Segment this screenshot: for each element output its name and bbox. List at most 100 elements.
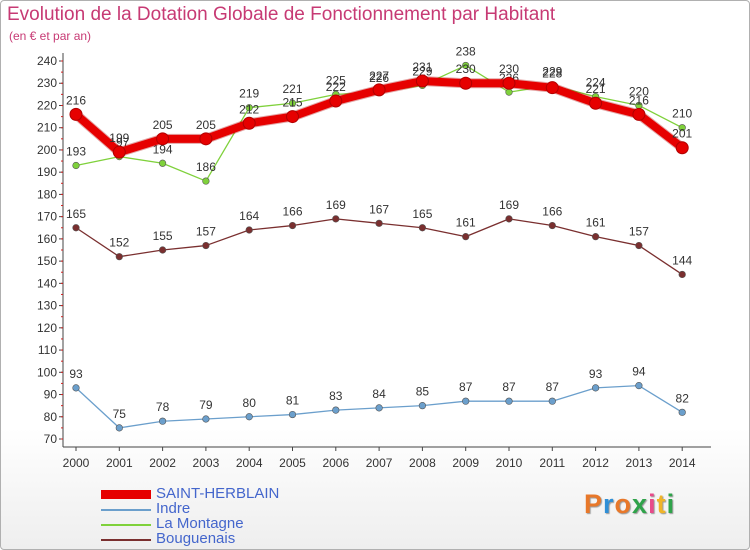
data-label-bouguenais: 165 [412, 207, 432, 221]
x-tick-label: 2011 [539, 456, 565, 470]
chart-title: Evolution de la Dotation Globale de Fonc… [7, 4, 556, 25]
data-point-bouguenais [505, 215, 513, 223]
logo-letter: i [648, 489, 657, 519]
y-tick-label: 80 [44, 410, 58, 424]
data-label-bouguenais: 157 [629, 225, 649, 239]
data-label-la-montagne: 210 [672, 107, 692, 121]
y-tick-label: 190 [37, 165, 57, 179]
data-point-bouguenais [115, 253, 123, 261]
data-label-indre: 85 [416, 385, 430, 399]
data-point-la-montagne [245, 104, 253, 112]
data-label-la-montagne: 225 [326, 73, 346, 87]
data-point-bouguenais [418, 224, 427, 232]
data-point-indre [635, 382, 643, 390]
data-label-saint-herblain: 216 [66, 93, 86, 107]
x-tick-label: 2002 [149, 456, 176, 470]
data-label-saint-herblain: 227 [369, 69, 389, 83]
data-label-indre: 93 [589, 367, 603, 381]
data-point-saint-herblain [632, 107, 646, 121]
data-label-saint-herblain: 216 [629, 93, 649, 107]
x-tick-label: 2003 [193, 456, 220, 470]
y-tick-label: 220 [37, 98, 57, 112]
data-point-indre [245, 413, 253, 421]
legend-label: La Montagne [156, 515, 244, 532]
data-label-saint-herblain: 205 [153, 118, 173, 132]
y-tick-label: 240 [37, 54, 57, 68]
data-point-la-montagne [678, 124, 686, 132]
data-point-saint-herblain [415, 74, 429, 88]
data-point-saint-herblain [329, 94, 343, 108]
data-point-indre [678, 408, 686, 416]
data-point-la-montagne [505, 88, 513, 96]
proxiti-logo: Proxiti [584, 489, 675, 520]
data-point-indre [591, 384, 600, 392]
data-label-saint-herblain: 230 [456, 62, 476, 76]
legend-item-indre: Indre [101, 500, 361, 517]
data-label-bouguenais: 167 [369, 202, 389, 216]
data-label-bouguenais: 166 [282, 205, 302, 219]
data-label-bouguenais: 169 [326, 198, 346, 212]
data-label-bouguenais: 161 [586, 216, 606, 230]
data-point-saint-herblain [69, 107, 83, 121]
data-label-la-montagne: 226 [369, 71, 389, 85]
data-point-indre [548, 397, 556, 405]
data-label-la-montagne: 219 [239, 87, 259, 101]
data-point-indre [505, 397, 513, 405]
data-point-saint-herblain [286, 110, 299, 124]
data-label-la-montagne: 238 [456, 44, 476, 58]
x-tick-label: 2013 [626, 456, 653, 470]
data-label-la-montagne: 229 [412, 64, 432, 78]
legend-label: Bouguenais [156, 530, 236, 547]
data-label-indre: 84 [372, 387, 386, 401]
data-label-saint-herblain: 205 [196, 118, 216, 132]
logo-letter: o [614, 489, 633, 519]
data-point-indre [332, 406, 340, 414]
data-point-bouguenais [245, 226, 253, 234]
data-label-saint-herblain: 212 [239, 102, 259, 116]
data-label-la-montagne: 186 [196, 160, 216, 174]
x-tick-label: 2007 [366, 456, 393, 470]
data-point-bouguenais [462, 233, 470, 241]
data-point-saint-herblain [372, 83, 386, 97]
data-label-saint-herblain: 201 [672, 127, 692, 141]
data-label-indre: 87 [546, 380, 560, 394]
data-point-bouguenais [288, 221, 297, 230]
legend-item-bouguenais: Bouguenais [101, 530, 361, 547]
x-tick-label: 2008 [409, 456, 436, 470]
data-label-bouguenais: 155 [153, 229, 173, 243]
legend-swatch [101, 524, 151, 526]
x-tick-label: 2012 [582, 456, 609, 470]
data-label-la-montagne: 224 [586, 76, 606, 90]
y-tick-label: 140 [37, 276, 57, 290]
data-label-saint-herblain: 231 [412, 60, 432, 74]
logo-letter: x [632, 489, 649, 519]
x-tick-label: 2010 [496, 456, 523, 470]
logo-letter: P [584, 489, 604, 519]
y-tick-label: 150 [37, 254, 57, 268]
data-point-saint-herblain [199, 132, 213, 146]
x-tick-label: 2000 [63, 456, 90, 470]
data-label-indre: 94 [632, 365, 646, 379]
data-label-indre: 80 [243, 396, 257, 410]
data-point-saint-herblain [156, 132, 170, 146]
legend-label: Indre [156, 500, 191, 517]
y-tick-label: 170 [37, 210, 57, 224]
y-tick-label: 110 [38, 343, 57, 357]
data-point-indre [72, 384, 80, 392]
data-point-bouguenais [202, 241, 210, 250]
legend-item-saint-herblain: SAINT-HERBLAIN [101, 485, 361, 502]
data-point-saint-herblain [459, 76, 473, 90]
data-point-indre [418, 402, 427, 410]
data-label-bouguenais: 166 [542, 205, 562, 219]
data-label-saint-herblain: 228 [542, 67, 562, 81]
y-tick-label: 210 [37, 121, 57, 135]
data-point-bouguenais [72, 224, 80, 232]
data-label-bouguenais: 152 [109, 236, 129, 250]
data-label-bouguenais: 144 [672, 253, 692, 267]
y-tick-label: 100 [37, 365, 57, 379]
data-label-indre: 87 [502, 380, 516, 394]
y-tick-label: 180 [37, 187, 57, 201]
data-point-la-montagne [288, 99, 297, 107]
data-label-saint-herblain: 230 [499, 62, 519, 76]
x-tick-label: 2001 [106, 456, 133, 470]
